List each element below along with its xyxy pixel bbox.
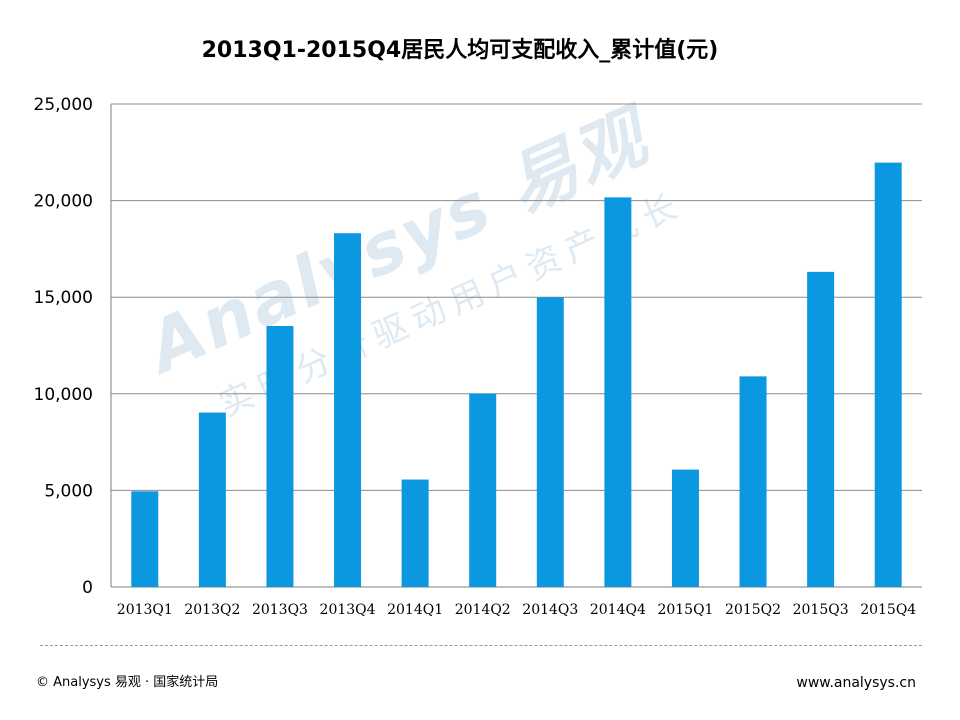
y-tick-label: 10,000 (34, 385, 93, 405)
x-tick-label: 2015Q1 (657, 602, 713, 618)
source-note: © Analysys 易观 · 国家统计局 (36, 675, 219, 690)
x-tick-label: 2013Q2 (184, 602, 240, 618)
bar (874, 162, 902, 587)
x-tick-label: 2015Q2 (725, 602, 781, 618)
bar (198, 412, 226, 587)
bar (266, 326, 294, 587)
bar-chart: 0 5,000 10,000 15,000 20,000 25,000 2013Q1 2013… (34, 95, 922, 618)
bar (131, 491, 159, 587)
bar (401, 479, 429, 587)
x-tick-label: 2013Q3 (252, 602, 308, 618)
bar (807, 271, 835, 587)
x-tick-label: 2015Q3 (793, 602, 849, 618)
bar (536, 297, 564, 587)
y-tick-label: 15,000 (34, 288, 93, 308)
bar (739, 376, 767, 587)
x-tick-label: 2014Q3 (522, 602, 578, 618)
footer-divider (40, 645, 922, 646)
x-tick-label: 2013Q4 (320, 602, 376, 618)
x-tick-label: 2014Q2 (455, 602, 511, 618)
y-tick-label: 5,000 (44, 481, 93, 501)
bar (334, 233, 362, 587)
x-tick-label: 2013Q1 (117, 602, 173, 618)
x-tick-label: 2015Q4 (860, 602, 916, 618)
chart-title: 2013Q1-2015Q4居民人均可支配收入_累计值(元) (201, 38, 719, 63)
website-link[interactable]: www.analysys.cn (796, 675, 916, 691)
y-tick-label: 0 (82, 578, 93, 598)
bar (469, 393, 497, 587)
x-tick-label: 2014Q4 (590, 602, 646, 618)
y-tick-label: 20,000 (34, 192, 93, 212)
bar (604, 197, 632, 587)
x-tick-label: 2014Q1 (387, 602, 443, 618)
y-tick-label: 25,000 (34, 95, 93, 115)
bar (671, 469, 699, 587)
